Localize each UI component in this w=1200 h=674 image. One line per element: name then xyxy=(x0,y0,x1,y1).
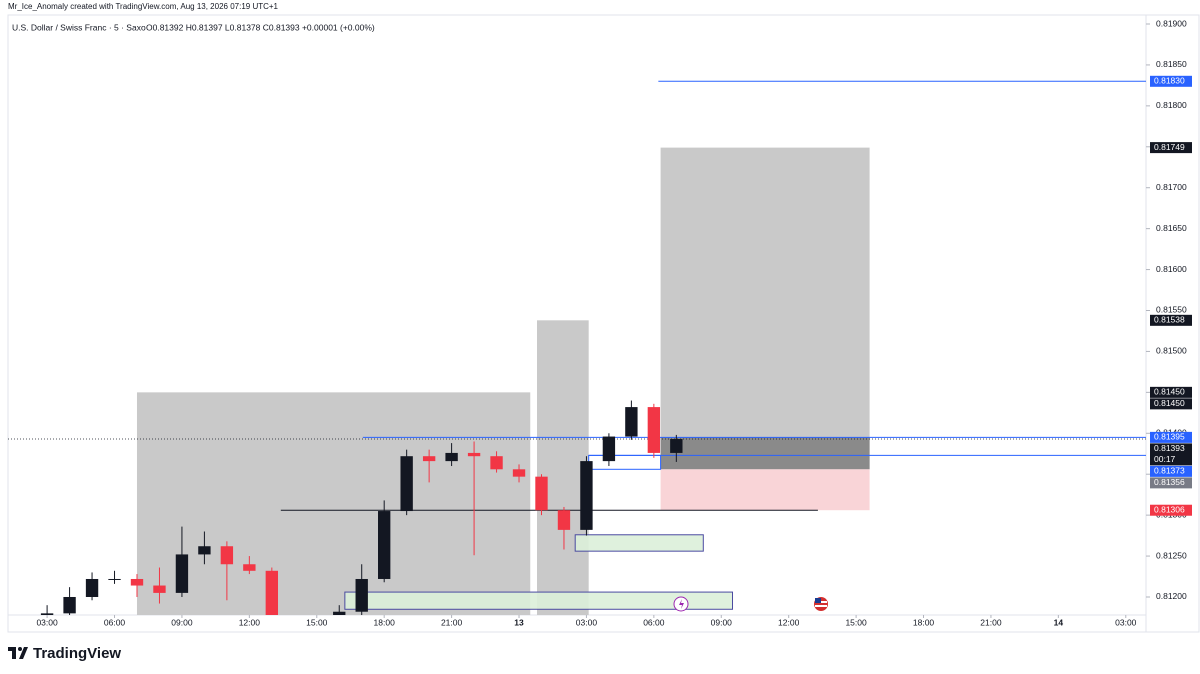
price-label-box xyxy=(1150,75,1192,87)
zone xyxy=(344,591,734,610)
candle-body xyxy=(557,510,571,530)
price-label: 0.81450 xyxy=(1154,398,1185,408)
price-label-box xyxy=(1150,398,1192,410)
price-label-box xyxy=(1150,386,1192,398)
candle-body xyxy=(490,456,503,470)
x-tick-label: 15:00 xyxy=(306,617,328,627)
y-tick-label: 0.81600 xyxy=(1156,264,1187,274)
zone xyxy=(588,454,662,470)
price-label: 0.81373 xyxy=(1154,466,1185,476)
candle-body xyxy=(378,511,391,579)
candle-body xyxy=(265,570,279,615)
candle-body xyxy=(670,439,683,453)
candle-body xyxy=(220,546,234,565)
x-tick-label: 09:00 xyxy=(171,617,193,627)
price-label-box xyxy=(1150,431,1192,443)
candle-body xyxy=(175,554,189,593)
price-label: 0.81356 xyxy=(1154,477,1185,487)
candle-body xyxy=(108,578,121,580)
candle-body xyxy=(445,452,458,462)
x-tick-label: 09:00 xyxy=(711,617,733,627)
y-tick-label: 0.81550 xyxy=(1156,305,1187,315)
x-tick-label: 03:00 xyxy=(1115,617,1137,627)
x-tick-label: 18:00 xyxy=(913,617,935,627)
candle-body xyxy=(153,585,166,593)
candle-body xyxy=(198,546,211,555)
x-tick-label: 06:00 xyxy=(643,617,665,627)
price-label-box xyxy=(1150,504,1192,516)
candle-body xyxy=(400,456,413,512)
candle-body xyxy=(625,407,638,437)
candle-body xyxy=(40,613,54,615)
event-icon[interactable] xyxy=(673,596,689,612)
candle-body xyxy=(243,564,256,571)
x-tick-label: 21:00 xyxy=(980,617,1002,627)
candle-body xyxy=(512,469,526,477)
zone xyxy=(660,469,870,511)
x-tick-label: 06:00 xyxy=(104,617,126,627)
plot xyxy=(8,80,1146,615)
x-tick-label: 15:00 xyxy=(845,617,867,627)
candle-body xyxy=(467,452,481,457)
x-tick-label: 14 xyxy=(1054,617,1064,627)
price-label-box xyxy=(1150,142,1192,154)
zone xyxy=(574,534,704,552)
price-label-box xyxy=(1150,314,1192,326)
axes: 0.812000.812500.813000.813500.814000.814… xyxy=(36,18,1192,627)
candle-body xyxy=(535,476,548,511)
candle-body xyxy=(422,456,436,462)
candle-body xyxy=(580,461,593,530)
y-tick-label: 0.81800 xyxy=(1156,100,1187,110)
price-label: 0.81830 xyxy=(1154,76,1185,86)
price-label-box xyxy=(1150,477,1192,489)
zone xyxy=(536,320,589,615)
header: Mr_Ice_Anomaly created with TradingView.… xyxy=(8,2,279,11)
candle-body xyxy=(647,407,661,453)
candle-body xyxy=(333,611,346,615)
x-tick-label: 12:00 xyxy=(239,617,261,627)
ohlc-text: O0.81392 H0.81397 L0.81378 C0.81393 +0.0… xyxy=(146,22,375,32)
y-tick-label: 0.81850 xyxy=(1156,59,1187,69)
y-tick-label: 0.81500 xyxy=(1156,346,1187,356)
y-tick-label: 0.81700 xyxy=(1156,182,1187,192)
chart-frame xyxy=(7,14,1200,633)
y-tick-label: 0.81200 xyxy=(1156,591,1187,601)
y-tick-label: 0.81250 xyxy=(1156,550,1187,560)
candle-body xyxy=(85,578,99,597)
brand: TradingView xyxy=(33,645,121,662)
price-label: 0.81393 xyxy=(1154,443,1185,453)
x-tick-label: 21:00 xyxy=(441,617,463,627)
candle-body xyxy=(602,436,616,462)
title: U.S. Dollar / Swiss Franc · 5 · Saxo xyxy=(12,22,146,32)
price-countdown: 00:17 xyxy=(1154,454,1176,464)
price-label: 0.81395 xyxy=(1154,432,1185,442)
y-tick-label: 0.81650 xyxy=(1156,223,1187,233)
x-tick-label: 03:00 xyxy=(576,617,598,627)
y-tick-label: 0.81900 xyxy=(1156,18,1187,28)
price-label: 0.81538 xyxy=(1154,315,1185,325)
brand-logo xyxy=(8,647,28,659)
candle-body xyxy=(63,596,76,614)
price-label: 0.81306 xyxy=(1154,504,1185,514)
zone xyxy=(660,147,870,470)
x-tick-label: 12:00 xyxy=(778,617,800,627)
x-tick-label: 18:00 xyxy=(374,617,396,627)
zone xyxy=(660,437,870,470)
zone xyxy=(136,392,531,615)
price-label: 0.81749 xyxy=(1154,142,1185,152)
price-label-box xyxy=(1150,443,1192,466)
price-label-box xyxy=(1150,465,1192,477)
candle-body xyxy=(130,578,144,586)
candle-body xyxy=(355,578,368,612)
x-tick-label: 13 xyxy=(514,617,524,627)
us-flag-icon[interactable] xyxy=(814,597,828,611)
x-tick-label: 03:00 xyxy=(36,617,58,627)
price-label: 0.81450 xyxy=(1154,387,1185,397)
